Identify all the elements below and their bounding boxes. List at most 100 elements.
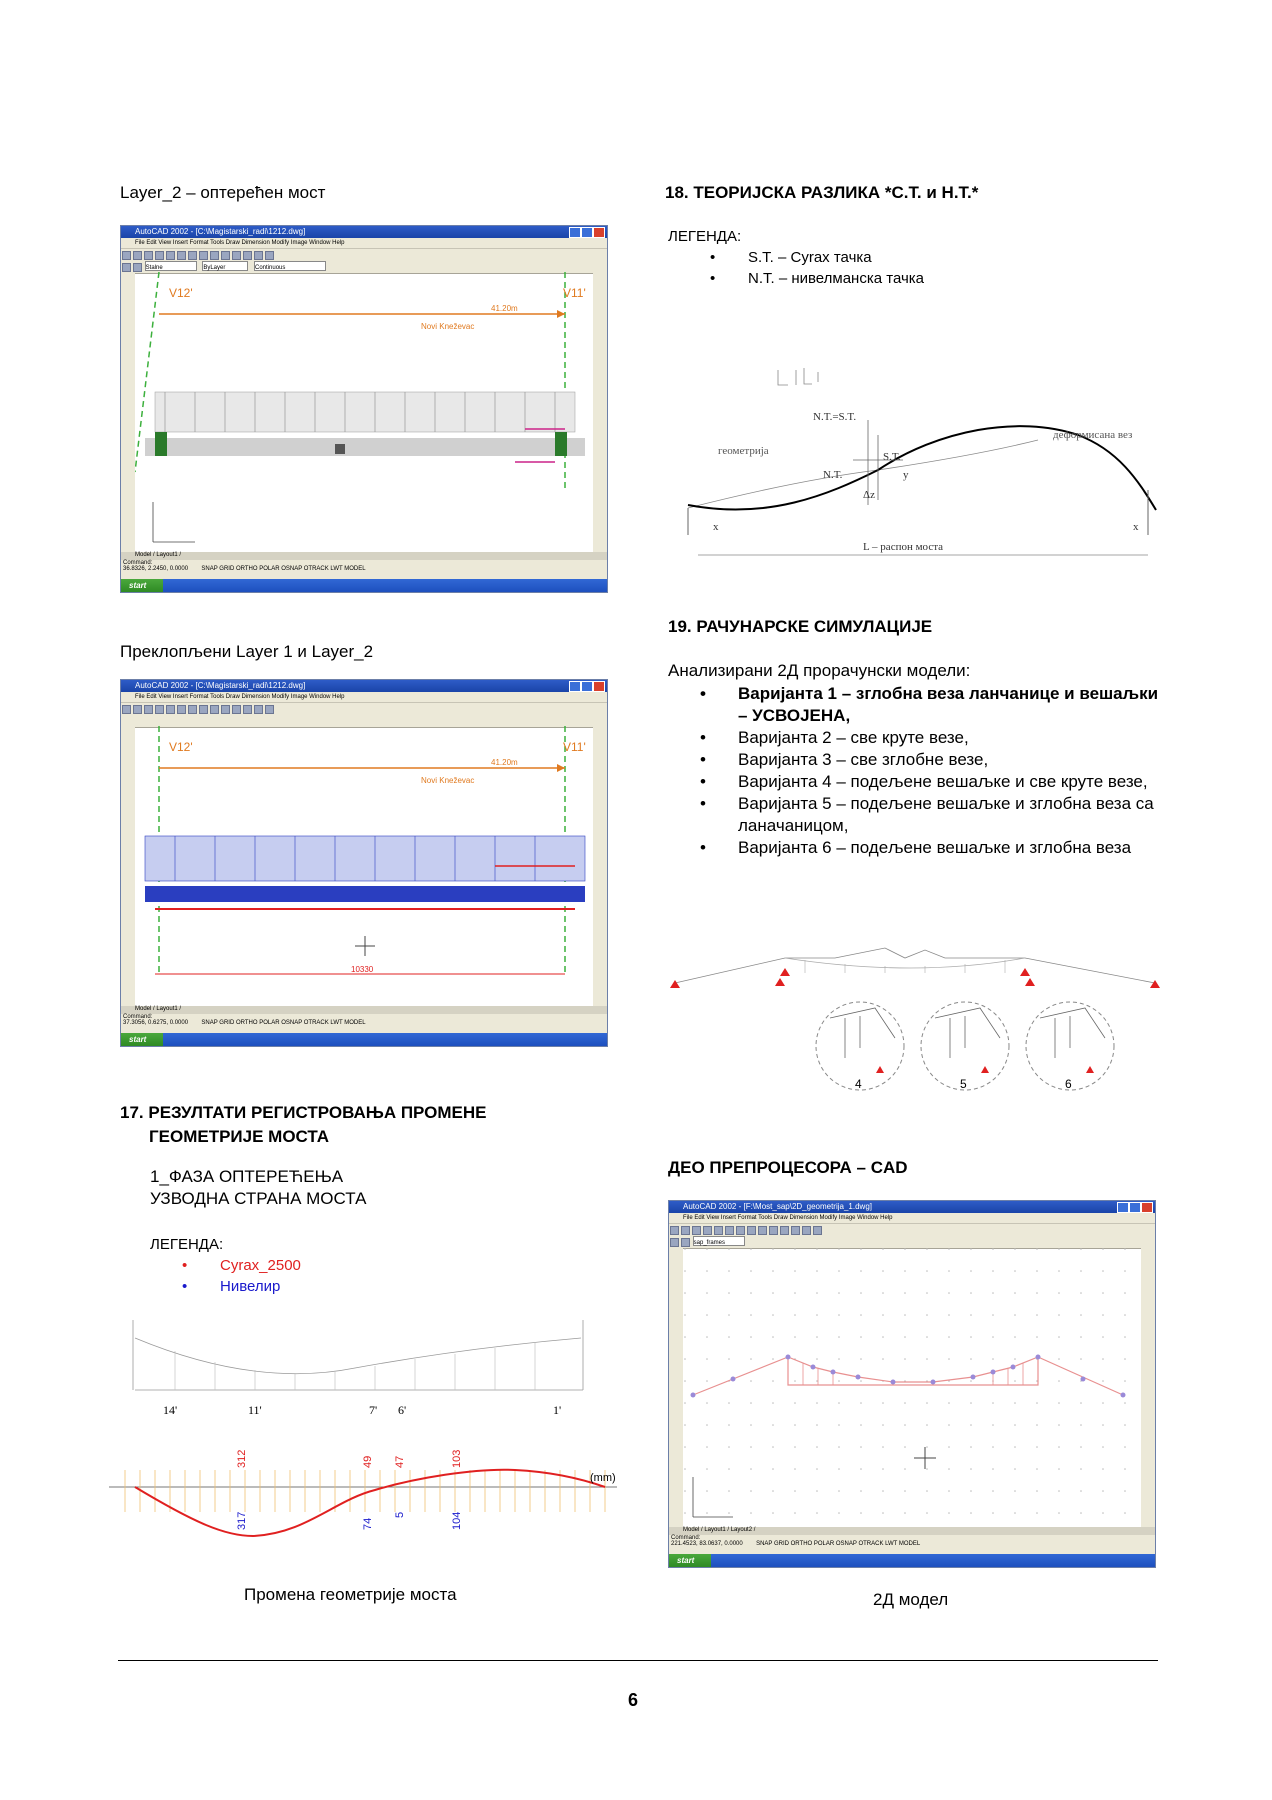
- legend-st: S.T. – Cyrax тачка: [748, 249, 872, 266]
- label-v11: V11': [563, 286, 586, 300]
- cad-drawing-area[interactable]: [135, 726, 593, 1006]
- variant-6: • Варијанта 6 – подељене вешаљке и зглобн…: [700, 838, 1132, 857]
- sketch-nt: N.T.=S.T.: [813, 411, 856, 423]
- cad-menubar[interactable]: File Edit View Insert Format Tools Draw …: [121, 238, 607, 248]
- cad-drawing-area[interactable]: [683, 1247, 1141, 1527]
- close-button[interactable]: [593, 681, 605, 692]
- legend-level: Нивелир: [220, 1278, 281, 1295]
- start-button[interactable]: start: [121, 579, 163, 592]
- geometry-change-diagram: 14' 11' 7' 6' 1' 312 49 47 103 317 74 5 …: [109, 1320, 617, 1538]
- start-button[interactable]: start: [121, 1033, 163, 1046]
- blue-104: 104: [451, 1512, 463, 1530]
- cad-window-2d-model: AutoCAD 2002 - [F:\Most_sap\2D_geometrij…: [668, 1200, 1156, 1568]
- draw-toolbar[interactable]: [121, 726, 135, 1006]
- name-label: Novi Kneževac: [421, 322, 475, 331]
- circle-label-4: 4: [855, 1077, 862, 1091]
- cad-titlebar: AutoCAD 2002 - [F:\Most_sap\2D_geometrij…: [669, 1201, 1155, 1213]
- sketch-x-left: x: [713, 521, 719, 533]
- sketch-span: L – распон моста: [863, 541, 943, 553]
- legend-bullet-cyrax: •: [182, 1257, 188, 1274]
- sketch-st: S.T.: [883, 451, 901, 463]
- command-area[interactable]: Model / Layout1 / Command: 36.8326, 2.24…: [121, 552, 607, 579]
- start-button[interactable]: start: [669, 1554, 711, 1567]
- cad-toolbar-standard[interactable]: [121, 248, 607, 261]
- static-model-sketch: 4 5 6: [670, 947, 1160, 1091]
- phase-line2: УЗВОДНА СТРАНА МОСТА: [150, 1189, 367, 1208]
- cad-toolbar-layers[interactable]: Stalne ByLayer Continuous: [121, 261, 607, 274]
- sketch-x-right: x: [1133, 521, 1139, 533]
- linetype-dropdown[interactable]: Continuous: [254, 261, 327, 272]
- dim2-label: 10330: [351, 965, 374, 974]
- variant-list: • Варијанта 1 – зглобна веза ланчанице и …: [700, 683, 1160, 859]
- modify-toolbar[interactable]: [593, 726, 607, 1006]
- layer-dropdown[interactable]: Stalne: [144, 261, 197, 272]
- modify-toolbar[interactable]: [593, 272, 607, 552]
- heading-preprocessor: ДЕО ПРЕПРОЦЕСОРА – CAD: [668, 1158, 908, 1177]
- modify-toolbar[interactable]: [1141, 1247, 1155, 1527]
- command-area[interactable]: Model / Layout1 / Command: 37.3056, 0.62…: [121, 1006, 607, 1033]
- draw-toolbar[interactable]: [121, 272, 135, 552]
- caption-2d-model: 2Д модел: [873, 1590, 949, 1609]
- dim-label: 41.20m: [491, 758, 518, 767]
- caption-layer2: Layer_2 – оптерећен мост: [120, 183, 326, 202]
- cad-toolbar-layers[interactable]: [121, 715, 607, 728]
- draw-toolbar[interactable]: [669, 1247, 683, 1527]
- minimize-button[interactable]: [569, 227, 581, 238]
- legend-title-17: ЛЕГЕНДА:: [150, 1236, 224, 1253]
- st-nt-sketch: N.T.=S.T. S.T. N.T. y Δz геометрија дефо…: [687, 368, 1157, 556]
- cad-window-overlay: AutoCAD 2002 - [C:\Magistarski_radi\1212…: [120, 679, 608, 1047]
- cad-drawing-area[interactable]: [135, 272, 593, 552]
- phase-line1: 1_ФАЗА ОПТЕРЕЋЕЊА: [150, 1167, 344, 1186]
- maximize-button[interactable]: [581, 681, 593, 692]
- heading-17-line2: ГЕОМЕТРИЈЕ МОСТА: [149, 1127, 329, 1146]
- label-1: 1': [553, 1403, 561, 1417]
- legend-bullet-st: •: [710, 249, 716, 266]
- layer-dropdown[interactable]: sap_frames: [692, 1236, 745, 1247]
- cad-toolbar-standard[interactable]: [669, 1223, 1155, 1236]
- variant-5: • Варијанта 5 – подељене вешаљке и зглобн…: [700, 794, 1154, 835]
- close-button[interactable]: [593, 227, 605, 238]
- heading-18: 18. ТЕОРИЈСКА РАЗЛИКА *С.Т. и Н.Т.*: [665, 183, 979, 202]
- legend-nt: N.T. – нивелманска тачка: [748, 270, 925, 287]
- sketch-nt2: N.T.: [823, 469, 843, 481]
- sketch-y: y: [903, 469, 909, 481]
- label-v12: V12': [169, 286, 193, 300]
- variant-3: • Варијанта 3 – све зглобне везе,: [700, 750, 989, 769]
- heading-19: 19. РАЧУНАРСКЕ СИМУЛАЦИЈЕ: [668, 617, 933, 636]
- cad-menubar[interactable]: File Edit View Insert Format Tools Draw …: [669, 1213, 1155, 1223]
- sketch-deformed: деформисана вез: [1053, 429, 1132, 441]
- caption-overlay: Преклопљени Layer 1 и Layer_2: [120, 642, 374, 661]
- page-number: 6: [628, 1690, 639, 1710]
- color-dropdown[interactable]: ByLayer: [202, 261, 249, 272]
- blue-5: 5: [394, 1512, 406, 1518]
- label-v11: V11': [563, 740, 586, 754]
- variant-1: • Варијанта 1 – зглобна веза ланчанице и …: [700, 684, 1159, 725]
- windows-taskbar: start: [121, 579, 607, 592]
- label-v12: V12': [169, 740, 193, 754]
- name-label: Novi Kneževac: [421, 776, 475, 785]
- dim-label: 41.20m: [491, 304, 518, 313]
- maximize-button[interactable]: [581, 227, 593, 238]
- command-area[interactable]: Model / Layout1 / Layout2 / Command: 221…: [669, 1527, 1155, 1554]
- label-6: 6': [398, 1403, 406, 1417]
- legend-bullet-nt: •: [710, 270, 716, 287]
- minimize-button[interactable]: [569, 681, 581, 692]
- cad-menubar[interactable]: File Edit View Insert Format Tools Draw …: [121, 692, 607, 702]
- heading-17-line1: 17. РЕЗУЛТАТИ РЕГИСТРОВАЊА ПРОМЕНЕ: [120, 1103, 487, 1122]
- maximize-button[interactable]: [1129, 1202, 1141, 1213]
- sketch-geometry: геометрија: [718, 445, 769, 457]
- red-312: 312: [236, 1450, 248, 1468]
- sketch-dz: Δz: [863, 489, 875, 501]
- cad-toolbar-standard[interactable]: [121, 702, 607, 715]
- legend-cyrax: Cyrax_2500: [220, 1257, 301, 1274]
- blue-74: 74: [362, 1518, 374, 1530]
- cad-titlebar: AutoCAD 2002 - [C:\Magistarski_radi\1212…: [121, 680, 607, 692]
- red-49: 49: [362, 1456, 374, 1468]
- red-47: 47: [394, 1456, 406, 1468]
- footer-divider: [118, 1660, 1158, 1661]
- label-11: 11': [248, 1403, 262, 1417]
- close-button[interactable]: [1141, 1202, 1153, 1213]
- minimize-button[interactable]: [1117, 1202, 1129, 1213]
- caption-geometry-change: Промена геометрије моста: [244, 1585, 457, 1604]
- windows-taskbar: start: [121, 1033, 607, 1046]
